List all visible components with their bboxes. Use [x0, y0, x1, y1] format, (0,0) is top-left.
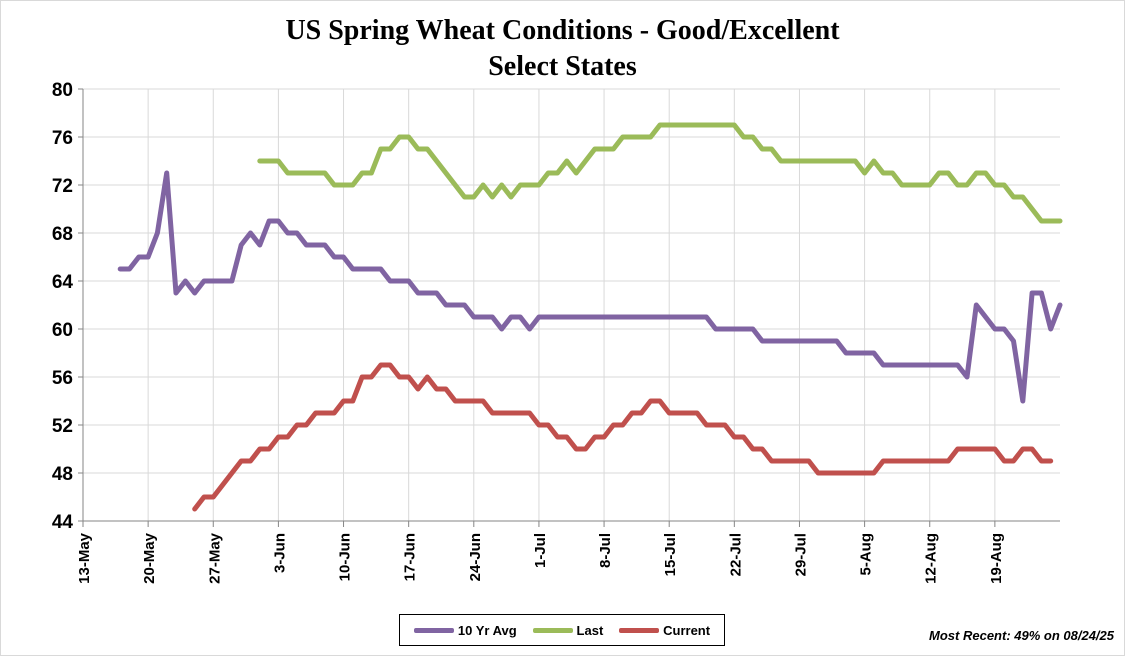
y-tick-label-76: 76	[52, 128, 73, 149]
y-tick-label-56: 56	[52, 368, 73, 389]
y-tick-label-64: 64	[52, 272, 74, 293]
plot-area	[83, 89, 1060, 521]
most-recent-note: Most Recent: 49% on 08/24/25	[929, 628, 1114, 643]
x-tick-label-12-Aug: 12-Aug	[923, 533, 940, 584]
chart-subtitle: Select States	[488, 51, 637, 82]
y-tick-label-44: 44	[52, 512, 74, 533]
legend-label-current: Current	[663, 622, 711, 638]
series-line-current	[192, 362, 1054, 512]
x-tick-label-17-Jun: 17-Jun	[402, 533, 419, 581]
legend-swatch-10yr-avg	[413, 627, 454, 633]
y-tick-label-52: 52	[52, 416, 73, 437]
tick-label-layer: 44 48 52 56 60 64 68 72 76 80 13-May 20-May 27-May 3-…	[52, 80, 1005, 584]
y-tick-label-48: 48	[52, 464, 73, 485]
y-tick-label-80: 80	[52, 80, 73, 101]
x-tick-label-27-May: 27-May	[206, 532, 223, 584]
grid-layer	[83, 88, 1060, 522]
legend-item-last: Last	[532, 622, 604, 638]
legend-swatch-current	[619, 627, 660, 633]
x-tick-label-24-Jun: 24-Jun	[467, 533, 484, 581]
chart-title: US Spring Wheat Conditions - Good/Excell…	[285, 15, 840, 46]
legend-item-current: Current	[619, 623, 710, 638]
x-tick-label-22-Jul: 22-Jul	[727, 533, 744, 576]
legend-label-last: Last	[576, 622, 604, 638]
x-tick-label-5-Aug: 5-Aug	[858, 533, 875, 576]
x-tick-label-13-May: 13-May	[76, 532, 93, 584]
x-tick-label-20-May: 20-May	[141, 532, 158, 584]
x-tick-label-8-Jul: 8-Jul	[597, 533, 614, 568]
x-tick-label-15-Jul: 15-Jul	[662, 533, 679, 576]
legend-item-10yr-avg: 10 Yr Avg	[413, 622, 517, 638]
axis-layer	[78, 88, 1060, 527]
x-tick-label-3-Jun: 3-Jun	[271, 533, 288, 573]
y-tick-label-68: 68	[52, 224, 73, 245]
y-tick-label-72: 72	[52, 176, 73, 197]
x-tick-label-29-Jul: 29-Jul	[792, 533, 809, 576]
legend-label-10yr-avg: 10 Yr Avg	[457, 622, 517, 638]
x-tick-label-10-Jun: 10-Jun	[337, 533, 354, 581]
chart-legend: 10 Yr Avg Last Current	[399, 614, 725, 646]
series-layer	[117, 122, 1063, 512]
series-line-last	[257, 122, 1063, 224]
legend-swatch-last	[532, 627, 573, 633]
x-tick-label-19-Aug: 19-Aug	[988, 533, 1005, 584]
series-line-10-yr-avg	[117, 170, 1063, 404]
y-tick-label-60: 60	[52, 320, 73, 341]
x-tick-label-1-Jul: 1-Jul	[532, 533, 549, 568]
